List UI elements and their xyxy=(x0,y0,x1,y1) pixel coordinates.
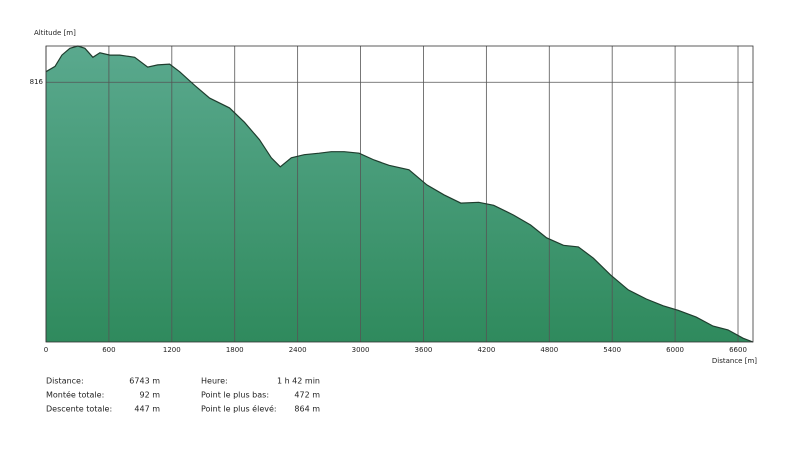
stat-label: Heure: xyxy=(201,377,228,386)
x-tick-label: 3000 xyxy=(352,346,370,354)
stat-value: 864 m xyxy=(294,405,320,414)
x-tick-label: 4800 xyxy=(540,346,558,354)
stat-label: Distance: xyxy=(46,377,84,386)
stat-value: 92 m xyxy=(139,391,160,400)
plot-border xyxy=(45,45,754,343)
x-tick-label: 4200 xyxy=(477,346,495,354)
x-axis-label: Distance [m] xyxy=(712,357,757,365)
stat-value: 472 m xyxy=(294,391,320,400)
x-tick-label: 6600 xyxy=(729,346,747,354)
area-fill xyxy=(46,46,753,342)
x-tick-label: 6000 xyxy=(666,346,684,354)
y-tick-label: 816 xyxy=(30,78,44,86)
stat-label: Descente totale: xyxy=(46,405,112,414)
stat-label: Montée totale: xyxy=(46,390,104,400)
x-tick-label: 1800 xyxy=(226,346,244,354)
x-tick-label: 1200 xyxy=(163,346,181,354)
x-tick-label: 600 xyxy=(102,346,115,354)
y-axis-label: Altitude [m] xyxy=(34,29,76,37)
profile-line xyxy=(45,45,754,343)
x-tick-label: 3600 xyxy=(415,346,433,354)
stat-value: 6743 m xyxy=(129,377,160,386)
stat-value: 1 h 42 min xyxy=(277,377,320,386)
stat-label: Point le plus élevé: xyxy=(201,404,277,414)
x-tick-label: 0 xyxy=(44,346,48,354)
x-tick-label: 5400 xyxy=(603,346,621,354)
stat-value: 447 m xyxy=(134,405,160,414)
x-tick-label: 2400 xyxy=(289,346,307,354)
stat-label: Point le plus bas: xyxy=(201,391,269,400)
